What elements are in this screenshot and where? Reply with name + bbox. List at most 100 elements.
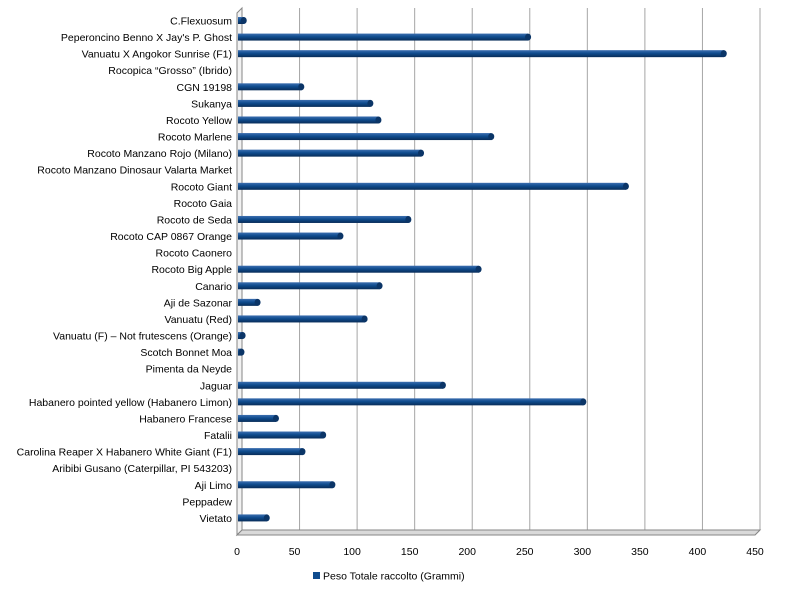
x-tick-label: 300 [574, 546, 592, 558]
category-label: Rocopica “Grosso” (Ibrido) [108, 65, 232, 77]
x-tick-label: 400 [689, 546, 707, 558]
category-label: Aji de Sazonar [164, 297, 233, 309]
x-tick-label: 100 [343, 546, 361, 558]
category-label: Rocoto Yellow [166, 115, 232, 127]
x-tick-label: 350 [631, 546, 649, 558]
bar-body [238, 215, 409, 223]
bar-cap [254, 298, 261, 306]
bar [238, 414, 279, 422]
category-label: Rocoto CAP 0867 Orange [110, 231, 232, 243]
bar [238, 514, 270, 522]
bar [238, 133, 495, 141]
category-label: Pimenta da Neyde [146, 364, 233, 376]
x-tick-label: 150 [401, 546, 419, 558]
bar [238, 33, 532, 41]
bar [238, 17, 247, 24]
bar [238, 265, 482, 273]
bar-cap [375, 116, 382, 124]
bar [238, 215, 412, 223]
bar-body [238, 398, 584, 406]
bar-cap [488, 133, 495, 141]
bar-cap [622, 182, 629, 190]
legend: Peso Totale raccolto (Grammi) [313, 571, 465, 583]
bar-body [238, 232, 341, 240]
category-labels: C.Flexuosum Peperoncino Benno X Jay's P. … [17, 16, 233, 525]
bar-body [238, 414, 276, 422]
bar-cap [240, 17, 247, 24]
bar-body [238, 431, 324, 439]
category-label: Sukanya [191, 98, 232, 110]
category-label: Rocoto Gaia [174, 198, 233, 210]
category-label: Rocoto Marlene [158, 132, 232, 144]
category-label: Canario [195, 281, 232, 293]
category-label: Jaguar [200, 380, 233, 392]
bar-body [238, 448, 303, 456]
bar-body [238, 282, 380, 290]
bar-cap [329, 481, 336, 489]
bar-cap [337, 232, 344, 240]
bar-cap [367, 99, 374, 107]
category-label: Rocoto Manzano Rojo (Milano) [87, 148, 232, 160]
bar-cap [361, 315, 368, 323]
bar-cap [263, 514, 270, 522]
category-label: Rocoto Big Apple [151, 264, 232, 276]
bar-body [238, 99, 371, 107]
bar [238, 332, 246, 340]
bar-cap [272, 414, 279, 422]
x-tick-label: 200 [458, 546, 476, 558]
bar-body [238, 315, 365, 323]
category-label: Rocoto Manzano Dinosaur Valarta Market [37, 165, 232, 177]
x-tick-label: 450 [746, 546, 764, 558]
category-label: Aribibi Gusano (Caterpillar, PI 543203) [52, 463, 232, 475]
bar-cap [405, 215, 412, 223]
bar-body [238, 50, 724, 58]
bar-cap [720, 50, 727, 58]
bar-body [238, 298, 258, 306]
category-label: Peppadew [182, 496, 232, 508]
bar [238, 448, 306, 456]
bar-body [238, 133, 492, 141]
x-tick-label: 50 [289, 546, 301, 558]
bar-body [238, 116, 379, 124]
bar [238, 99, 374, 107]
bar-cap [239, 332, 246, 340]
bar-cap [320, 431, 327, 439]
bar-body [238, 481, 333, 489]
bar [238, 232, 344, 240]
bar [238, 83, 305, 91]
category-label: Peperoncino Benno X Jay's P. Ghost [61, 32, 232, 44]
bar-cap [439, 381, 446, 389]
category-label: Vanuatu (F) – Not frutescens (Orange) [53, 331, 232, 343]
bar-body [238, 182, 626, 190]
category-label: Rocoto Caonero [156, 248, 233, 260]
bar [238, 431, 327, 439]
category-label: Vanuatu (Red) [164, 314, 232, 326]
category-label: C.Flexuosum [170, 16, 232, 28]
category-label: Fatalii [204, 430, 232, 442]
bar-cap [580, 398, 587, 406]
bar [238, 315, 368, 323]
legend-swatch [313, 572, 320, 579]
bar-cap [298, 83, 305, 91]
category-label: Vanuatu X Angokor Sunrise (F1) [82, 49, 232, 61]
bar [238, 116, 382, 124]
category-label: Habanero Francese [139, 413, 232, 425]
x-tick-labels: 0 50 100 150 200 250 300 350 400 450 [234, 546, 764, 558]
bar-cap [418, 149, 425, 157]
category-label: Habanero pointed yellow (Habanero Limon) [29, 397, 232, 409]
category-label: Rocoto de Seda [157, 214, 232, 226]
bar-cap [238, 348, 245, 356]
bar [238, 149, 425, 157]
bar [238, 282, 383, 290]
bar-cap [525, 33, 532, 41]
bar-body [238, 83, 302, 91]
bar [238, 348, 245, 356]
category-label: Aji Limo [195, 480, 233, 492]
bar [238, 398, 587, 406]
x-axis-floor [235, 529, 762, 536]
category-label: CGN 19198 [177, 82, 233, 94]
category-label: Carolina Reaper X Habanero White Giant (… [17, 447, 232, 459]
x-tick-label: 0 [234, 546, 240, 558]
x-tick-label: 250 [516, 546, 534, 558]
